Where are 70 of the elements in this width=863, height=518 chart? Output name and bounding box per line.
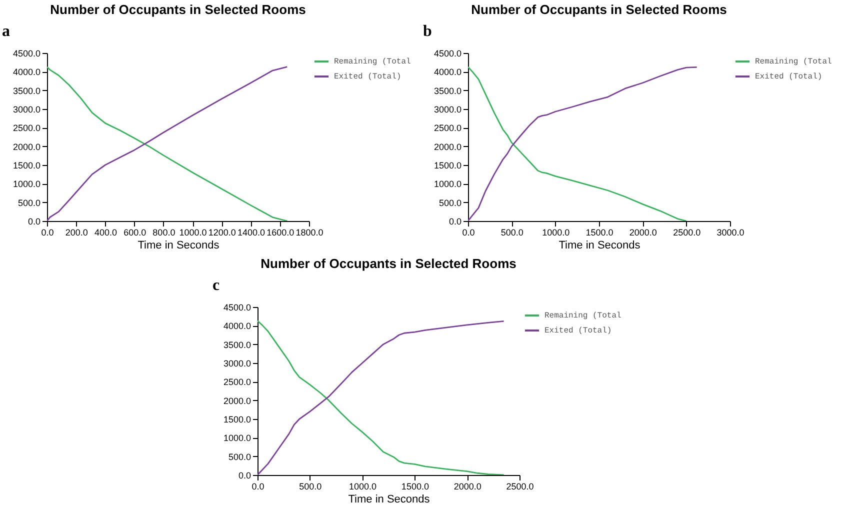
y-tick-label: 1500.0 — [12, 160, 40, 170]
legend-label: Exited (Total) — [334, 72, 402, 82]
chart-title: Number of Occupants in Selected Rooms — [50, 2, 306, 17]
x-tick-label: 3000.0 — [716, 228, 744, 238]
x-tick-label: 0.0 — [252, 482, 264, 492]
y-tick-label: 0.0 — [238, 470, 251, 480]
y-tick-label: 1000.0 — [12, 179, 40, 190]
y-tick-label: 3500.0 — [12, 86, 40, 96]
y-tick-label: 4500.0 — [223, 302, 251, 312]
x-tick-label: 400.0 — [94, 228, 117, 238]
legend-label: Remaining (Total — [755, 58, 832, 66]
x-tick-label: 800.0 — [152, 228, 176, 238]
y-tick-label: 2000.0 — [223, 396, 251, 406]
x-axis-title: Time in Seconds — [138, 240, 220, 252]
y-tick-label: 4000.0 — [12, 67, 40, 78]
y-tick-label: 4500.0 — [434, 48, 462, 58]
y-tick-label: 4500.0 — [12, 48, 40, 58]
x-tick-label: 2000.0 — [629, 228, 657, 238]
y-tick-label: 500.0 — [18, 198, 40, 208]
y-tick-label: 3000.0 — [12, 104, 40, 114]
y-tick-label: 1000.0 — [434, 179, 462, 190]
x-tick-label: 2000.0 — [454, 482, 482, 492]
x-tick-label: 1800.0 — [296, 228, 324, 238]
x-tick-label: 1000.0 — [179, 228, 207, 238]
legend-label: Remaining (Total — [544, 312, 622, 320]
y-tick-label: 1500.0 — [223, 414, 251, 424]
x-axis-title: Time in Seconds — [558, 240, 641, 252]
y-tick-label: 2000.0 — [12, 142, 40, 152]
text: c — [212, 277, 220, 294]
y-tick-label: 4000.0 — [434, 67, 462, 78]
x-tick-label: 2500.0 — [506, 482, 534, 492]
x-tick-label: 500.0 — [500, 228, 524, 238]
text: b — [423, 23, 432, 40]
chart-title: Number of Occupants in Selected Rooms — [471, 2, 727, 17]
y-tick-label: 2500.0 — [12, 123, 40, 134]
y-tick-label: 3000.0 — [223, 358, 251, 368]
x-tick-label: 600.0 — [124, 228, 146, 238]
x-tick-label: 1000.0 — [349, 482, 377, 492]
y-tick-label: 500.0 — [438, 198, 462, 208]
y-tick-label: 3000.0 — [434, 104, 462, 114]
line-series — [258, 320, 504, 475]
x-tick-label: 1200.0 — [208, 228, 236, 238]
y-tick-label: 4000.0 — [223, 321, 251, 332]
y-tick-label: 3500.0 — [223, 340, 251, 350]
y-tick-label: 0.0 — [28, 216, 40, 226]
y-tick-label: 0.0 — [448, 216, 462, 226]
y-tick-label: 2500.0 — [223, 377, 251, 388]
x-axis-title: Time in Seconds — [348, 494, 430, 506]
line-series — [47, 66, 288, 221]
legend-label: Remaining (Total — [334, 58, 412, 66]
x-tick-label: 1600.0 — [266, 228, 294, 238]
x-tick-label: 0.0 — [462, 228, 475, 238]
x-tick-label: 200.0 — [65, 228, 88, 238]
y-tick-label: 2500.0 — [434, 123, 462, 134]
x-tick-label: 1400.0 — [238, 228, 266, 238]
y-tick-label: 1500.0 — [434, 160, 462, 170]
legend-label: Exited (Total) — [755, 72, 822, 82]
x-tick-label: 1000.0 — [542, 228, 570, 238]
x-tick-label: 0.0 — [41, 228, 54, 238]
x-tick-label: 1500.0 — [401, 482, 429, 492]
legend-label: Exited (Total) — [544, 326, 612, 336]
y-tick-label: 3500.0 — [434, 86, 462, 96]
y-tick-label: 2000.0 — [434, 142, 462, 152]
x-tick-label: 2500.0 — [673, 228, 701, 238]
y-tick-label: 1000.0 — [223, 433, 251, 444]
text: a — [2, 23, 10, 40]
chart-title: Number of Occupants in Selected Rooms — [260, 256, 516, 271]
x-tick-label: 500.0 — [299, 482, 322, 492]
x-tick-label: 1500.0 — [586, 228, 614, 238]
y-tick-label: 500.0 — [228, 452, 251, 462]
